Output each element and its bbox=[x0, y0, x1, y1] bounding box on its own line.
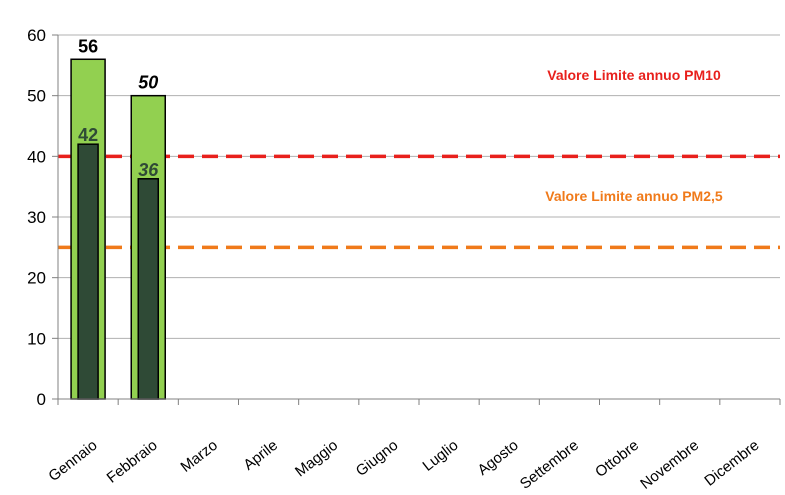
x-tick-label: Agosto bbox=[474, 437, 521, 479]
x-tick-label: Dicembre bbox=[701, 437, 762, 490]
x-tick-label: Luglio bbox=[420, 437, 462, 475]
bars bbox=[70, 58, 166, 400]
x-tick-label: Settembre bbox=[517, 437, 582, 490]
data-label: 56 bbox=[78, 36, 98, 56]
x-tick-label: Novembre bbox=[637, 437, 702, 490]
y-tick-label: 50 bbox=[27, 87, 46, 106]
y-tick-label: 30 bbox=[27, 208, 46, 227]
x-tick-label: Maggio bbox=[292, 437, 341, 481]
data-label: 36 bbox=[138, 160, 159, 180]
reference-lines bbox=[58, 154, 780, 250]
y-tick-label: 40 bbox=[27, 147, 46, 166]
data-labels: Valore Limite annuo PM10 Valore Limite an… bbox=[78, 36, 723, 204]
data-label: 42 bbox=[78, 125, 98, 145]
y-tick-label: 60 bbox=[27, 26, 46, 45]
x-tick-label: Gennaio bbox=[45, 437, 100, 485]
reference-line-label: Valore Limite annuo PM10 bbox=[547, 67, 721, 83]
x-tick-label: Giugno bbox=[353, 437, 402, 480]
x-tick-label: Marzo bbox=[178, 437, 221, 476]
bar bbox=[77, 143, 99, 400]
reference-line-label: Valore Limite annuo PM2,5 bbox=[545, 188, 723, 204]
x-tick-label: Febbraio bbox=[104, 437, 161, 487]
y-tick-label: 0 bbox=[37, 390, 46, 409]
x-tick-label: Ottobre bbox=[592, 437, 642, 481]
data-label: 50 bbox=[138, 73, 158, 93]
y-tick-label: 20 bbox=[27, 269, 46, 288]
y-tick-label: 10 bbox=[27, 329, 46, 348]
bar bbox=[137, 178, 159, 400]
x-tick-label: Aprile bbox=[240, 437, 281, 474]
